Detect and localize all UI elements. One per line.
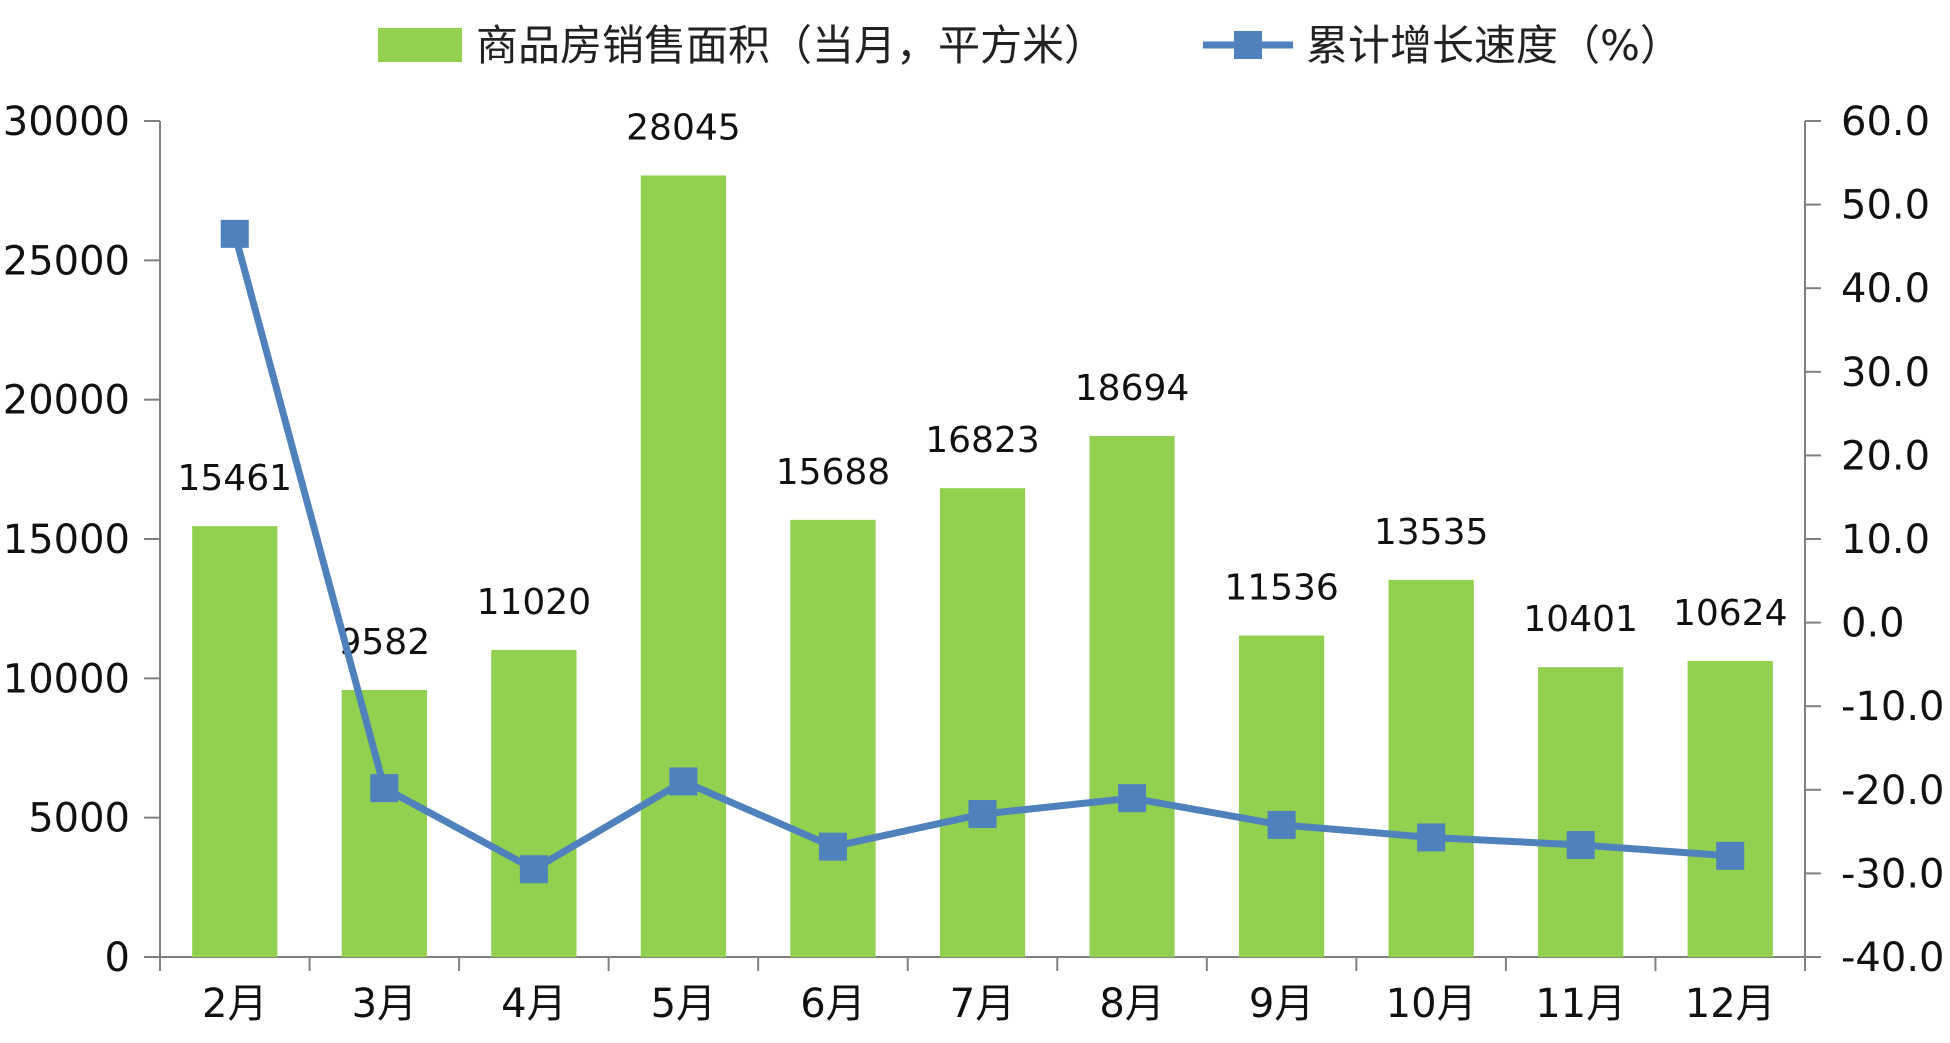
legend-label-line: 累计增长速度（%） [1306, 21, 1682, 70]
bar [1238, 635, 1325, 957]
bar-data-label: 13535 [1374, 512, 1489, 553]
x-axis-tick-label: 2月 [202, 981, 267, 1027]
bar-data-labels: 15461 9582 11020 28045 15688 16823 18694 11536 1… [178, 107, 1788, 663]
legend-swatch-bar [378, 28, 462, 62]
growth-marker [968, 800, 997, 829]
x-axis-tick-label: 3月 [352, 981, 417, 1027]
legend-swatch-marker [1234, 31, 1262, 59]
growth-marker [1566, 830, 1595, 859]
growth-marker [669, 767, 698, 796]
x-axis-tick-label: 12月 [1685, 981, 1776, 1027]
x-axis-tick-label: 11月 [1535, 981, 1626, 1027]
left-axis-tick-label: 10000 [3, 656, 130, 702]
legend-label-bar: 商品房销售面积（当月，平方米） [476, 21, 1106, 70]
growth-marker [1118, 784, 1147, 813]
left-axis-tick-label: 15000 [3, 517, 130, 563]
bar [939, 488, 1026, 957]
bar-data-label: 28045 [626, 107, 741, 148]
bar-data-label: 15688 [776, 452, 891, 493]
growth-marker [1267, 810, 1296, 839]
left-axis-tick-label: 5000 [28, 796, 130, 842]
growth-marker [1417, 823, 1446, 852]
bar [341, 689, 427, 957]
x-axis-tick-label: 7月 [950, 981, 1015, 1027]
left-axis-tick-label: 20000 [3, 378, 130, 424]
bar [1687, 660, 1773, 957]
bar-series [192, 175, 1773, 957]
bar-data-label: 9582 [339, 622, 431, 663]
right-axis-tick-label: -10.0 [1841, 684, 1945, 730]
right-axis-tick-label: 60.0 [1841, 99, 1930, 145]
left-axis-tick-label: 25000 [3, 238, 130, 284]
growth-marker [1716, 841, 1745, 870]
bar [1089, 436, 1175, 957]
bar-data-label: 11536 [1224, 568, 1339, 609]
right-axis-tick-label: -20.0 [1841, 768, 1945, 814]
bar [192, 526, 278, 957]
growth-marker [220, 219, 249, 248]
bar-data-label: 10624 [1673, 593, 1788, 634]
line-series [220, 219, 1745, 884]
bar [491, 649, 577, 957]
bar-data-label: 15461 [178, 458, 293, 499]
bar [640, 175, 727, 957]
right-axis-tick-label: -40.0 [1841, 935, 1945, 981]
right-axis-tick-label: 40.0 [1841, 266, 1930, 312]
bar-data-label: 16823 [925, 420, 1040, 461]
x-axis-tick-label: 6月 [800, 981, 865, 1027]
x-axis-tick-label: 8月 [1099, 981, 1164, 1027]
growth-marker [818, 832, 847, 861]
right-axis-tick-label: -30.0 [1841, 851, 1945, 897]
x-axis-tick-label: 9月 [1249, 981, 1314, 1027]
left-axis-tick-label: 30000 [3, 99, 130, 145]
bar [1538, 667, 1624, 957]
x-axis-tick-label: 10月 [1386, 981, 1477, 1027]
bar [1388, 579, 1474, 957]
x-axis-tick-label: 4月 [501, 981, 566, 1027]
right-axis-tick-label: 10.0 [1841, 517, 1930, 563]
right-axis-tick-label: 30.0 [1841, 350, 1930, 396]
right-axis-tick-label: 50.0 [1841, 183, 1930, 229]
bar-data-label: 11020 [477, 582, 592, 623]
axes: 0 5000 10000 15000 20000 25000 30000 -40.0 -30.0… [3, 99, 1945, 1027]
bar [790, 519, 876, 957]
left-axis-tick-label: 0 [105, 935, 130, 981]
growth-marker [370, 774, 399, 803]
right-axis-tick-label: 20.0 [1841, 433, 1930, 479]
bar-data-label: 10401 [1523, 599, 1638, 640]
bar-data-label: 18694 [1075, 368, 1190, 409]
legend: 商品房销售面积（当月，平方米） 累计增长速度（%） [378, 21, 1682, 70]
right-axis-tick-label: 0.0 [1841, 601, 1905, 647]
x-axis-tick-label: 5月 [651, 981, 716, 1027]
growth-marker [519, 855, 548, 884]
